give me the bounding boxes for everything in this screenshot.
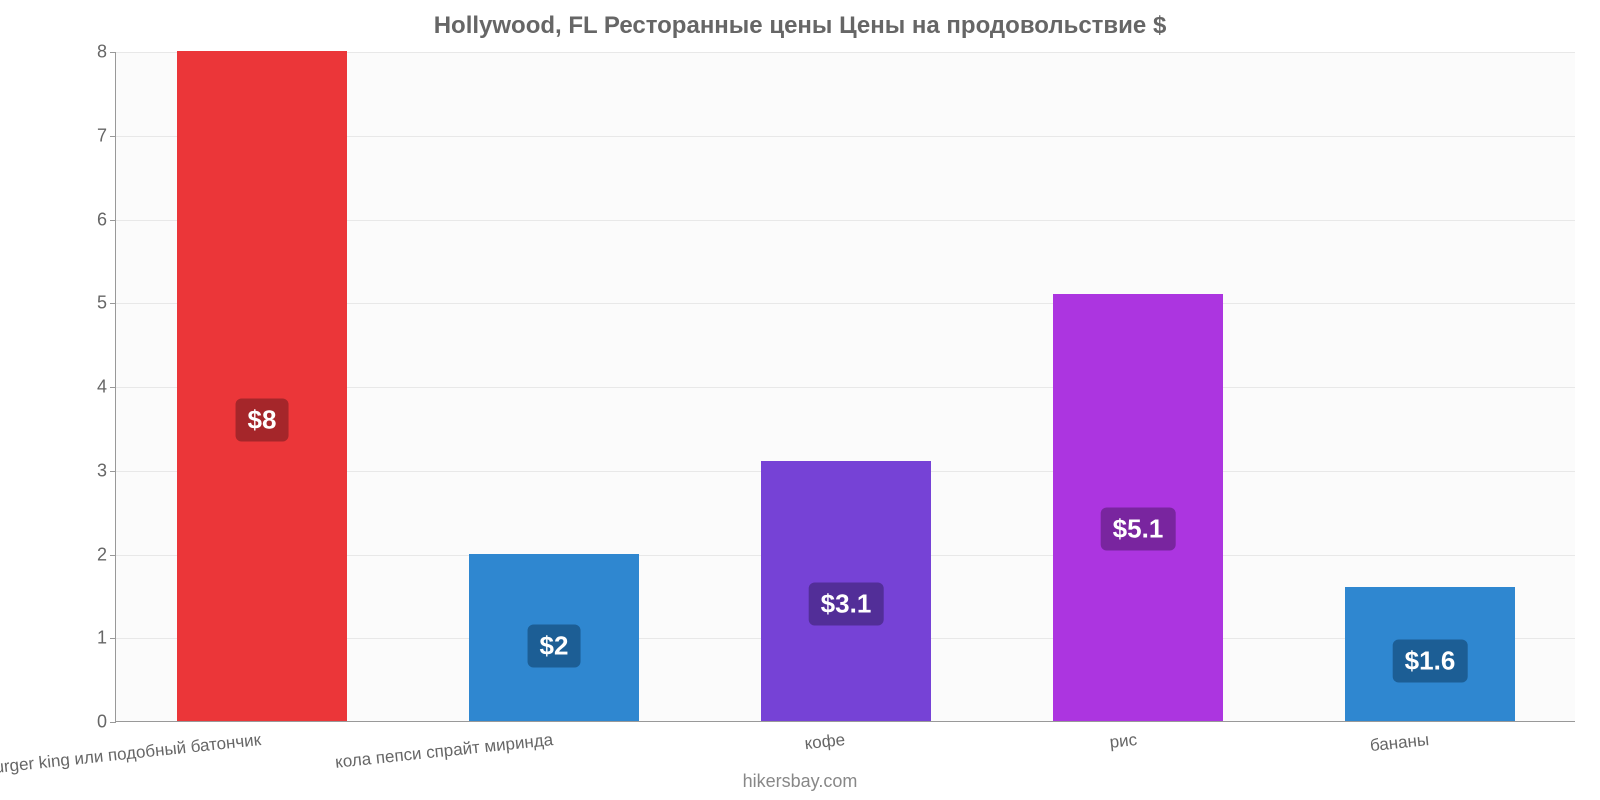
- bar-value-label: $3.1: [809, 583, 884, 626]
- x-axis-label: рис: [1109, 730, 1138, 753]
- y-tick-mark: [110, 136, 116, 137]
- y-tick-mark: [110, 303, 116, 304]
- bar-value-label: $1.6: [1393, 639, 1468, 682]
- y-tick-mark: [110, 52, 116, 53]
- y-tick-mark: [110, 220, 116, 221]
- bar: $1.6: [1345, 587, 1514, 721]
- bar-value-label: $8: [236, 398, 289, 441]
- y-tick-label: 5: [97, 293, 107, 314]
- y-tick-label: 7: [97, 125, 107, 146]
- y-tick-mark: [110, 638, 116, 639]
- y-tick-label: 2: [97, 544, 107, 565]
- y-tick-label: 6: [97, 209, 107, 230]
- bar: $2: [469, 554, 638, 722]
- chart-title: Hollywood, FL Ресторанные цены Цены на п…: [0, 12, 1600, 40]
- chart-credit: hikersbay.com: [0, 771, 1600, 792]
- y-tick-mark: [110, 471, 116, 472]
- bar: $5.1: [1053, 294, 1222, 721]
- x-axis-label: кофе: [804, 730, 846, 754]
- y-tick-label: 1: [97, 628, 107, 649]
- x-axis-label: кола пепси спрайт миринда: [334, 730, 554, 773]
- y-tick-label: 8: [97, 42, 107, 63]
- chart-container: Hollywood, FL Ресторанные цены Цены на п…: [0, 0, 1600, 800]
- plot-area: $8 $2 $3.1 $5.1 $1.6: [115, 52, 1575, 722]
- y-axis-ticks: 012345678: [0, 52, 115, 722]
- bars-layer: $8 $2 $3.1 $5.1 $1.6: [116, 52, 1575, 721]
- y-tick-mark: [110, 555, 116, 556]
- y-tick-mark: [110, 387, 116, 388]
- bar: $3.1: [761, 461, 930, 721]
- bar-value-label: $5.1: [1101, 507, 1176, 550]
- y-tick-label: 0: [97, 712, 107, 733]
- y-tick-label: 4: [97, 377, 107, 398]
- bar: $8: [177, 51, 346, 721]
- y-tick-label: 3: [97, 460, 107, 481]
- bar-value-label: $2: [528, 624, 581, 667]
- y-tick-mark: [110, 722, 116, 723]
- x-axis-label: бананы: [1369, 730, 1430, 756]
